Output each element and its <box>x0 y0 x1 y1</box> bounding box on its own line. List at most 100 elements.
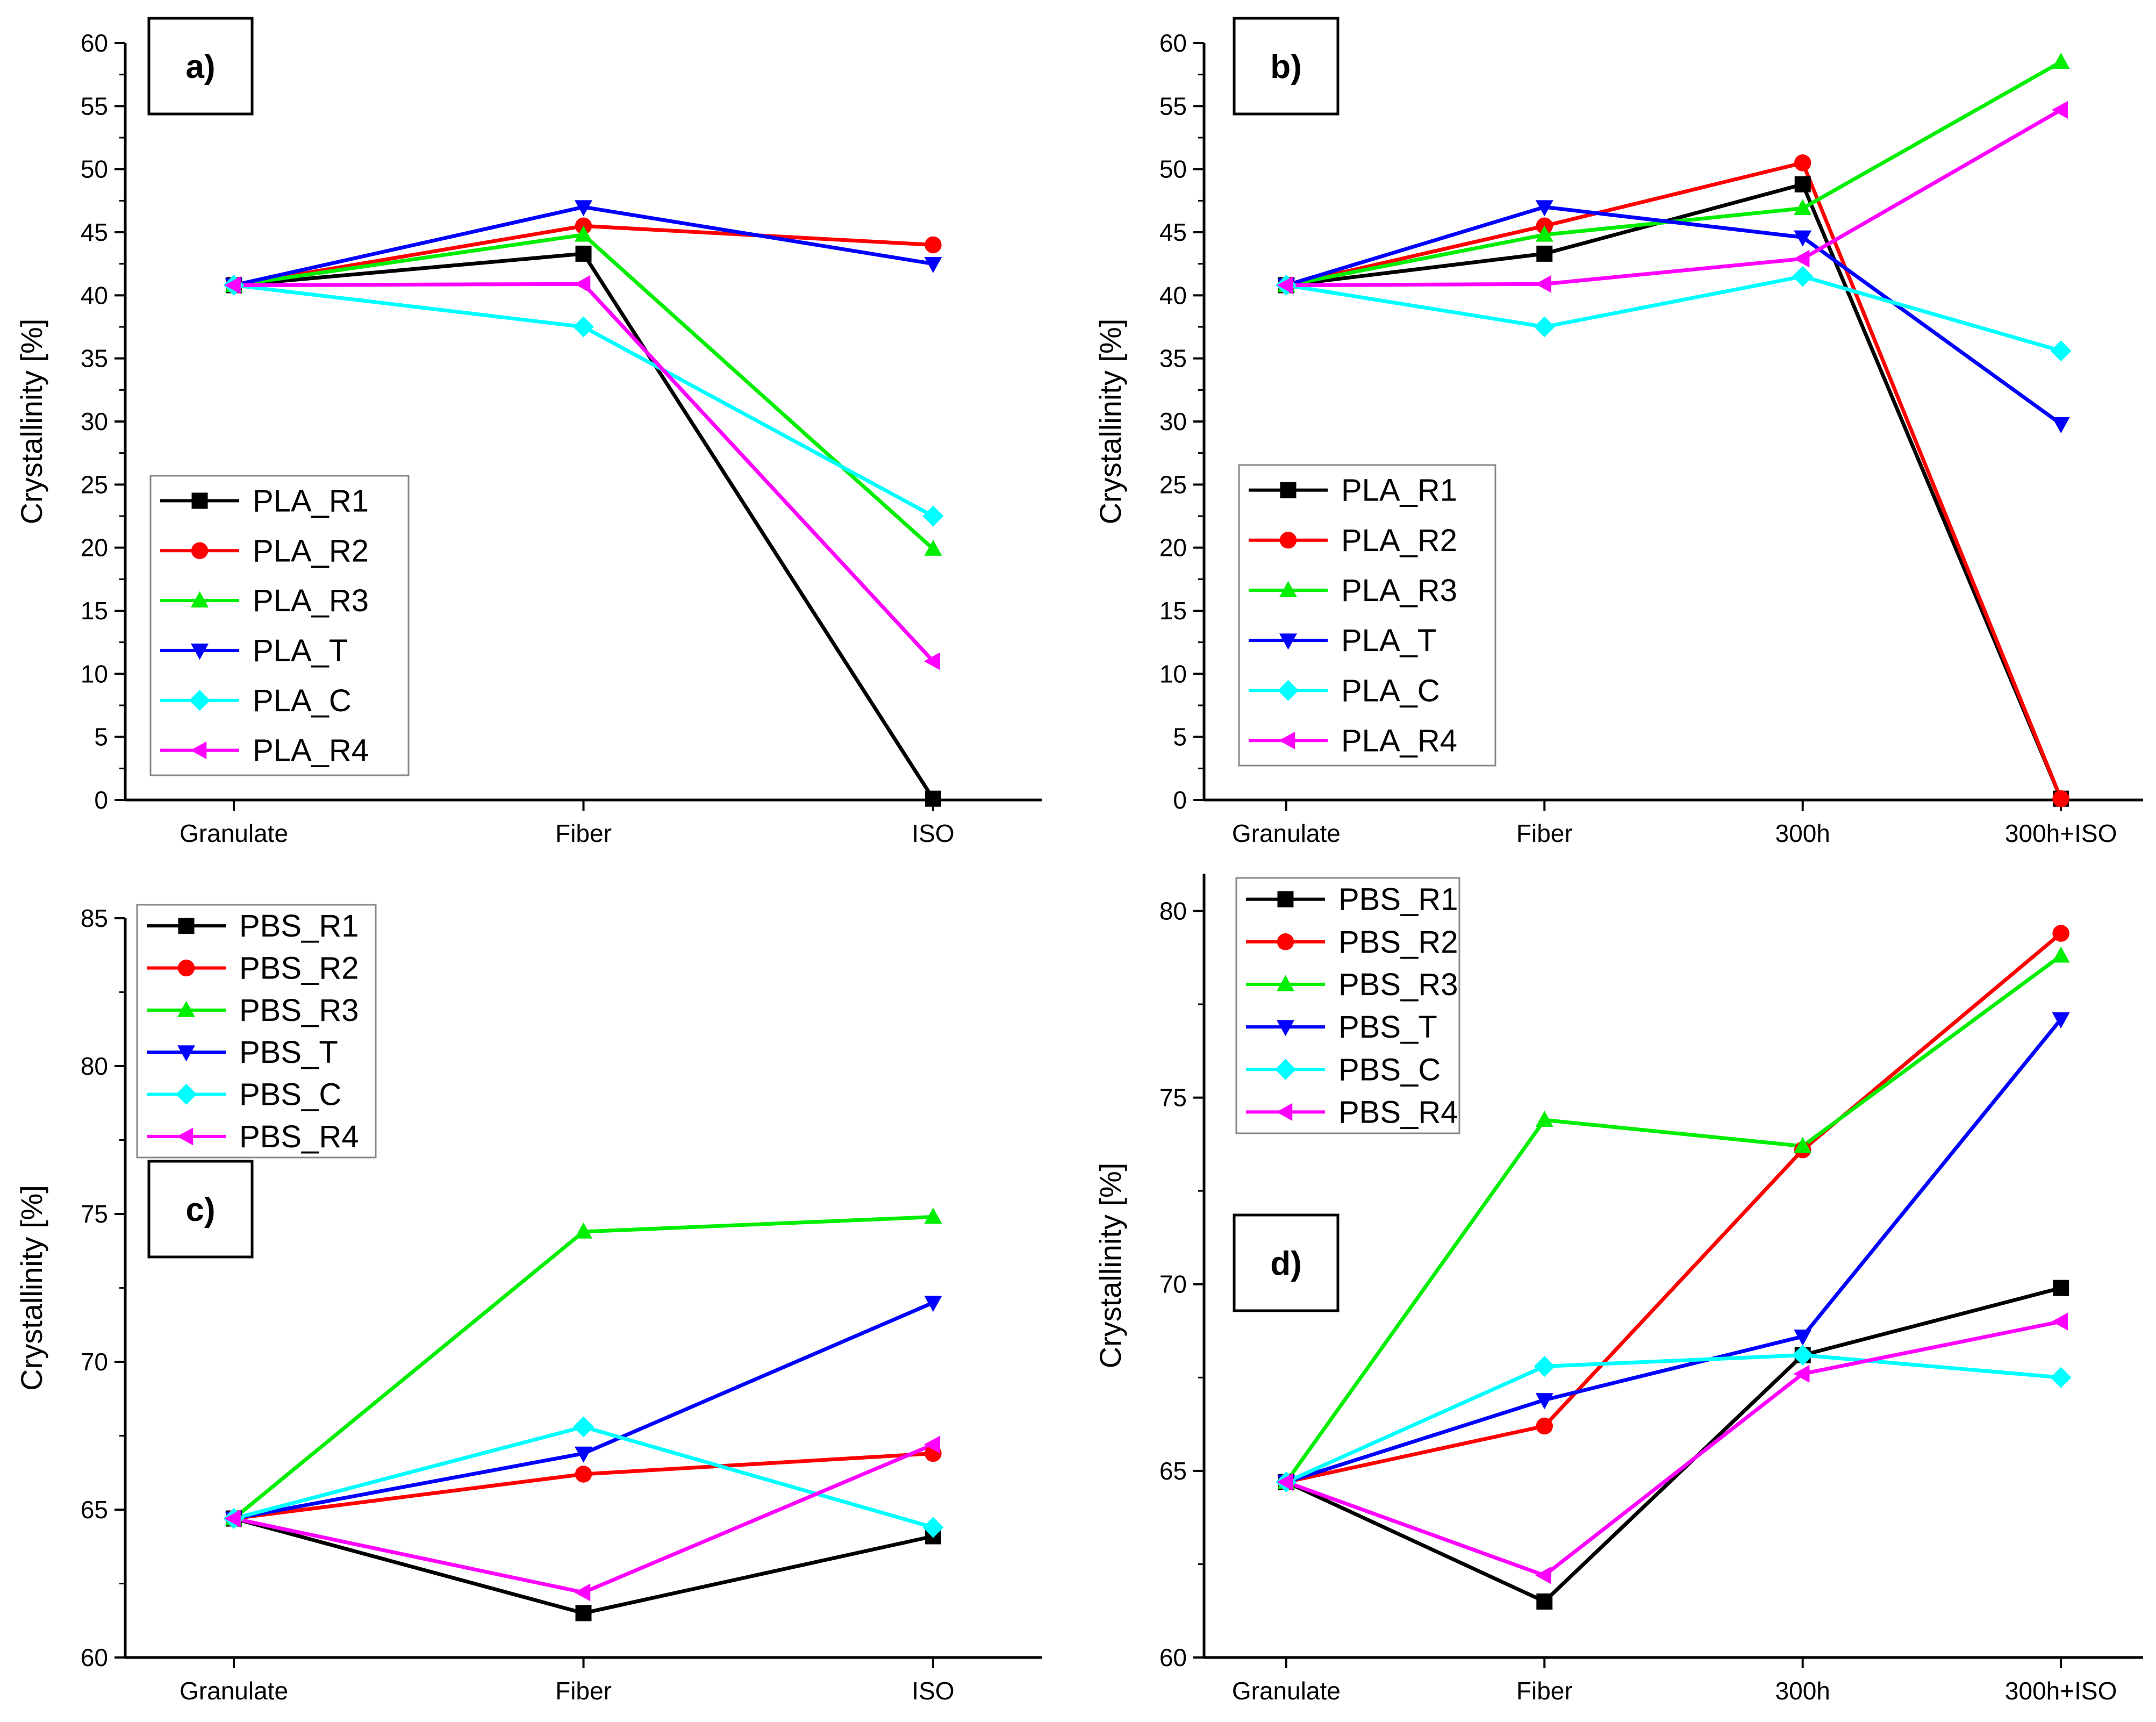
data-point-pla_r3 <box>924 539 942 556</box>
legend-label: PBS_C <box>239 1077 341 1112</box>
legend-marker <box>189 690 210 711</box>
series-line-pla_r1 <box>1286 182 2063 800</box>
y-tick-label: 15 <box>81 597 108 625</box>
data-point-pbs_r3 <box>575 1222 592 1239</box>
y-tick-label: 5 <box>1173 723 1187 751</box>
y-tick-label: 60 <box>1159 29 1187 57</box>
panel-tag-label: c) <box>185 1191 215 1228</box>
y-tick-label: 50 <box>1159 155 1187 183</box>
y-tick-label: 50 <box>81 155 108 183</box>
panel-tag-label: a) <box>185 48 215 85</box>
x-tick-label: ISO <box>912 1677 954 1705</box>
data-point-pbs_r1 <box>1536 1593 1553 1610</box>
panel-b: 0 5 10 15 20 25 30 35 40 45 50 55 60 Granulate Fiber 30… <box>1093 17 2143 847</box>
x-tick-label: Fiber <box>555 1677 612 1705</box>
y-tick-label: 0 <box>94 786 108 814</box>
legend-label: PLA_R3 <box>253 583 369 618</box>
y-tick-label: 75 <box>81 1200 108 1228</box>
y-tick-label: 25 <box>1159 470 1187 498</box>
data-point-pbs_r1 <box>575 1605 592 1621</box>
data-point-pla_r2 <box>2052 790 2069 808</box>
y-axis-title: Crystallinity [%] <box>1093 319 1127 525</box>
y-tick-label: 5 <box>94 723 108 751</box>
legend-label: PLA_R4 <box>253 733 369 768</box>
data-point-pla_r3 <box>1535 225 1553 242</box>
y-tick-label: 40 <box>81 281 108 309</box>
legend-marker <box>177 1001 195 1017</box>
data-point-pbs_r4 <box>2051 1312 2068 1331</box>
data-point-pbs_c <box>1792 1345 1814 1366</box>
data-point-pla_r4 <box>1793 249 1810 268</box>
legend-marker <box>1279 532 1297 549</box>
x-tick-label: Granulate <box>1232 1677 1341 1705</box>
x-tick-label: Granulate <box>180 819 288 847</box>
legend-label: PBS_T <box>239 1035 338 1070</box>
data-point-pla_r3 <box>575 225 592 242</box>
data-point-pla_r4 <box>923 652 940 670</box>
data-point-pbs_r4 <box>224 1510 241 1527</box>
data-point-pla_r4 <box>224 276 241 295</box>
y-tick-label: 0 <box>1173 786 1187 814</box>
series-line-pbs_r1 <box>1285 1286 2062 1604</box>
series-line-pbs_c <box>1285 1353 2061 1484</box>
data-point-pla_c <box>1534 316 1555 338</box>
legend-marker <box>1279 633 1297 650</box>
legend-label: PLA_R2 <box>253 533 369 568</box>
x-tick-label: ISO <box>912 819 954 847</box>
y-tick-label: 30 <box>1159 408 1187 435</box>
y-tick-label: 40 <box>1159 281 1187 309</box>
legend-marker <box>1277 975 1294 991</box>
legend-box <box>1235 877 1460 1134</box>
legend-marker <box>191 542 209 559</box>
legend-marker <box>191 492 208 509</box>
data-point-pla_r2 <box>1794 154 1811 172</box>
legend-marker <box>178 918 195 934</box>
y-tick-label: 80 <box>1159 897 1187 925</box>
y-axis-title: Crystallinity [%] <box>1093 1163 1127 1369</box>
legend-box <box>1238 464 1496 767</box>
data-point-pla_r1 <box>1536 245 1553 262</box>
y-axis-title: Crystallinity [%] <box>15 319 48 525</box>
legend-marker <box>1275 1059 1296 1080</box>
data-point-pla_t <box>924 256 942 273</box>
panel-tag-box <box>1233 17 1340 116</box>
legend-label: PBS_R3 <box>239 993 359 1028</box>
y-axis-title: Crystallinity [%] <box>15 1185 48 1391</box>
x-tick-label: Granulate <box>180 1677 288 1705</box>
x-tick-label: 300h <box>1775 819 1830 847</box>
legend-marker <box>177 959 195 977</box>
data-point-pbs_r4 <box>1793 1364 1810 1383</box>
data-point-pbs_r2 <box>2052 925 2069 942</box>
data-point-pbs_c <box>922 1517 944 1538</box>
y-tick-label: 55 <box>1159 92 1187 120</box>
legend-box <box>136 904 377 1159</box>
series-line-pla_c <box>1286 274 2062 353</box>
legend-box <box>149 475 410 776</box>
y-tick-label: 20 <box>81 534 108 562</box>
legend-label: PBS_R4 <box>1338 1095 1458 1130</box>
data-point-pla_r2 <box>925 236 942 254</box>
x-tick-label: Fiber <box>555 819 612 847</box>
data-point-pbs_r2 <box>1536 1417 1553 1435</box>
panel-tag-label: d) <box>1270 1245 1302 1282</box>
series-line-pbs_t <box>1285 1018 2062 1484</box>
legend-marker <box>177 1127 194 1146</box>
legend-marker <box>1277 891 1294 908</box>
x-tick-label: 300h+ISO <box>2005 819 2117 847</box>
data-point-pla_c <box>1792 266 1814 287</box>
series-line-pla_r4 <box>1286 108 2062 288</box>
legend-marker <box>177 1045 195 1062</box>
x-tick-label: 300h+ISO <box>2005 1677 2117 1705</box>
legend-marker <box>1277 933 1294 951</box>
legend-label: PLA_T <box>253 633 348 668</box>
y-tick-label: 30 <box>81 408 108 435</box>
legend-marker <box>191 591 209 608</box>
legend-label: PBS_R3 <box>1338 967 1458 1002</box>
data-point-pbs_t <box>924 1296 942 1312</box>
data-point-pla_c <box>573 316 594 338</box>
data-point-pbs_r3 <box>1535 1110 1553 1127</box>
y-tick-label: 85 <box>81 904 108 932</box>
data-point-pla_t <box>575 200 592 217</box>
panel-tag-box <box>1233 1213 1340 1312</box>
